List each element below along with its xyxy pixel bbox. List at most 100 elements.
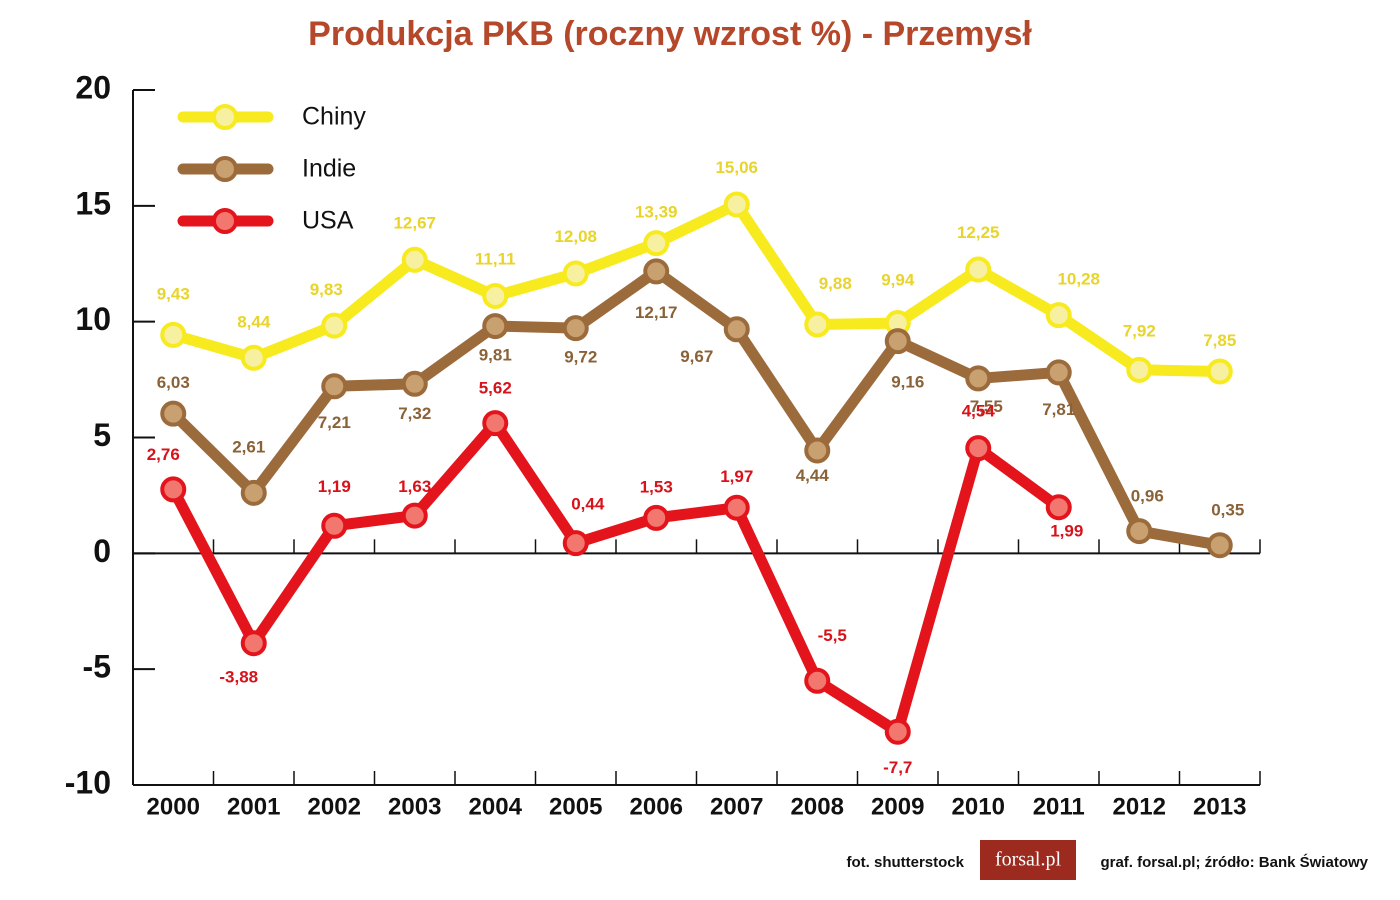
- photo-credit: fot. shutterstock: [846, 854, 964, 871]
- marker: [240, 630, 267, 657]
- marker: [482, 282, 509, 309]
- marker: [965, 365, 992, 392]
- value-label: 9,83: [310, 280, 343, 299]
- logo: forsal.pl: [995, 849, 1062, 871]
- value-label: 4,44: [796, 466, 830, 485]
- value-label: 12,17: [635, 303, 678, 322]
- series-line: [167, 265, 1226, 551]
- value-label: 9,94: [881, 271, 915, 290]
- value-label: 10,28: [1057, 270, 1100, 289]
- value-label: -5,5: [818, 626, 847, 645]
- value-label: 4,54: [962, 402, 996, 421]
- x-tick-label: 2009: [871, 793, 924, 820]
- x-tick-label: 2010: [952, 793, 1005, 820]
- marker: [804, 311, 831, 338]
- value-label: 12,25: [957, 223, 1000, 242]
- value-label: 7,81: [1042, 400, 1075, 419]
- marker: [1045, 359, 1072, 386]
- series-line: [167, 417, 1065, 738]
- x-tick-label: 2003: [388, 793, 441, 820]
- value-label: 9,88: [819, 274, 852, 293]
- marker: [562, 260, 589, 287]
- marker: [1126, 356, 1153, 383]
- value-label: 15,06: [715, 158, 758, 177]
- x-tick-label: 2004: [469, 793, 523, 820]
- value-label: 11,11: [475, 249, 516, 268]
- legend-marker: [212, 104, 238, 130]
- value-label: 9,67: [680, 347, 713, 366]
- chart-title: Produkcja PKB (roczny wzrost %) - Przemy…: [308, 15, 1032, 53]
- logo-box: [980, 840, 1076, 880]
- value-label: 1,53: [640, 477, 673, 496]
- y-tick-label: 15: [75, 185, 111, 221]
- value-label: -7,7: [883, 758, 912, 777]
- value-label: 2,61: [232, 437, 265, 456]
- marker: [804, 667, 831, 694]
- marker: [240, 344, 267, 371]
- marker: [1045, 494, 1072, 521]
- marker: [401, 246, 428, 273]
- marker: [562, 530, 589, 557]
- marker: [884, 328, 911, 355]
- legend-label: USA: [302, 207, 354, 235]
- x-tick-label: 2002: [308, 793, 361, 820]
- x-tick-label: 2008: [791, 793, 844, 820]
- value-label: 7,85: [1203, 331, 1236, 350]
- value-label: 7,92: [1123, 321, 1156, 340]
- value-label: 8,44: [237, 312, 271, 331]
- value-label: 0,44: [571, 495, 605, 514]
- value-label: 13,39: [635, 203, 678, 222]
- value-label: 9,72: [564, 348, 597, 367]
- value-label: 9,16: [891, 373, 924, 392]
- marker: [401, 370, 428, 397]
- marker: [723, 494, 750, 521]
- value-label: 1,19: [318, 477, 351, 496]
- marker: [401, 502, 428, 529]
- marker: [321, 312, 348, 339]
- marker: [240, 479, 267, 506]
- y-tick-label: -10: [65, 764, 111, 800]
- x-tick-label: 2006: [630, 793, 683, 820]
- x-tick-label: 2013: [1193, 793, 1246, 820]
- marker: [804, 437, 831, 464]
- legend-label: Chiny: [302, 103, 366, 131]
- marker: [160, 400, 187, 427]
- legend-marker: [212, 156, 238, 182]
- y-tick-label: 20: [75, 69, 111, 105]
- x-tick-label: 2007: [710, 793, 763, 820]
- value-label: 1,63: [398, 477, 431, 496]
- value-label: 1,99: [1050, 522, 1083, 541]
- marker: [1206, 358, 1233, 385]
- value-label: 7,55: [970, 397, 1003, 416]
- marker: [643, 258, 670, 285]
- source: graf. forsal.pl; źródło: Bank Światowy: [1100, 853, 1368, 871]
- marker: [562, 315, 589, 342]
- value-label: 9,43: [157, 284, 190, 303]
- value-label: 0,35: [1211, 501, 1244, 520]
- marker: [965, 256, 992, 283]
- marker: [160, 476, 187, 503]
- legend-marker: [212, 208, 238, 234]
- value-label: 12,67: [393, 213, 436, 232]
- x-tick-label: 2011: [1033, 793, 1085, 820]
- marker: [160, 321, 187, 348]
- marker: [482, 313, 509, 340]
- value-label: 5,62: [479, 379, 512, 398]
- marker: [643, 230, 670, 257]
- marker: [643, 504, 670, 531]
- value-label: 2,76: [147, 445, 180, 464]
- value-label: 12,08: [554, 227, 597, 246]
- legend-label: Indie: [302, 155, 356, 183]
- x-tick-label: 2001: [227, 793, 280, 820]
- marker: [1045, 302, 1072, 329]
- y-tick-label: 5: [93, 417, 111, 453]
- series-line: [167, 198, 1226, 377]
- x-tick-label: 2005: [549, 793, 602, 820]
- marker: [723, 191, 750, 218]
- marker: [1206, 532, 1233, 559]
- value-label: -3,88: [219, 668, 258, 687]
- x-tick-label: 2000: [147, 793, 200, 820]
- value-label: 1,97: [720, 467, 753, 486]
- value-label: 9,81: [479, 346, 512, 365]
